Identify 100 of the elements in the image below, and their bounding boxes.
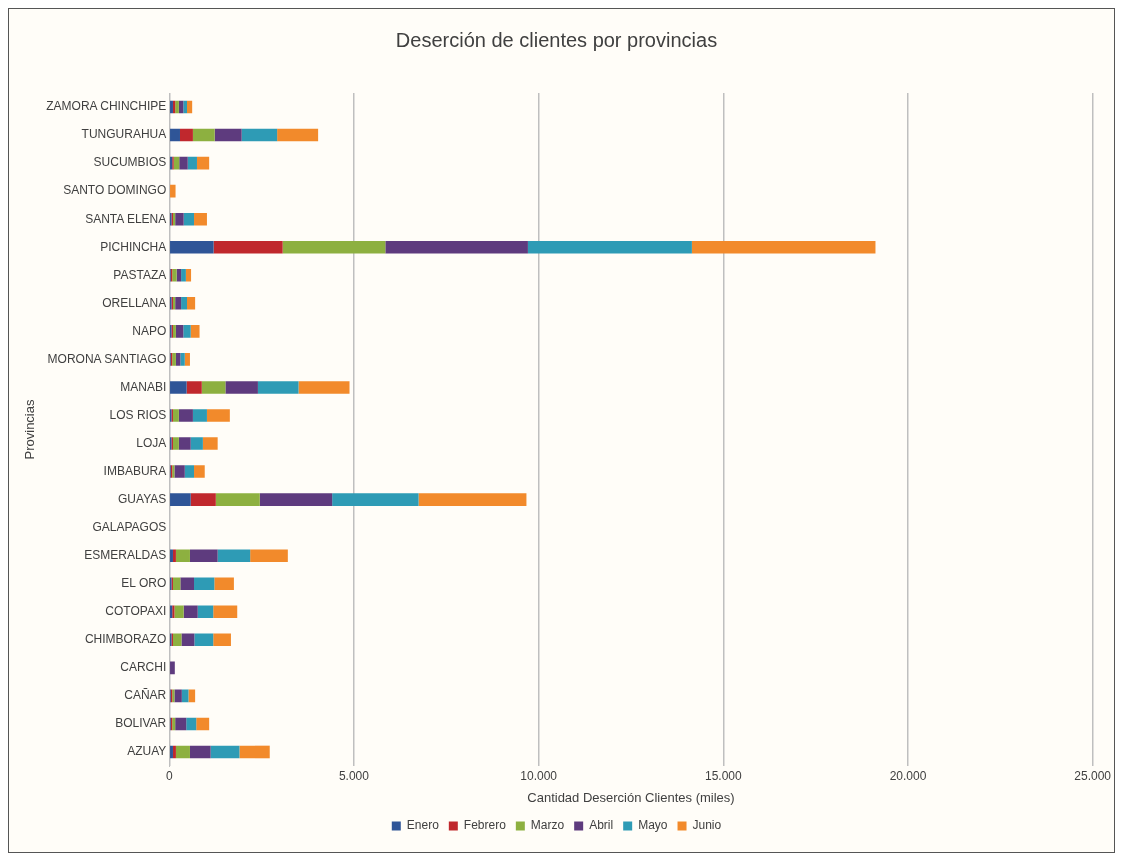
bar bbox=[184, 465, 195, 478]
y-tick-label: ESMERALDAS bbox=[84, 548, 167, 562]
x-axis-title: Cantidad Deserción Clientes (miles) bbox=[527, 789, 735, 805]
bar bbox=[181, 633, 195, 647]
legend-label: Enero bbox=[406, 818, 440, 833]
legend-label: Junio bbox=[692, 818, 722, 833]
bar bbox=[178, 437, 191, 450]
bar bbox=[277, 128, 319, 142]
y-tick-label: LOJA bbox=[136, 435, 167, 450]
bar bbox=[170, 128, 180, 142]
chart-title: Deserción de clientes por provincias bbox=[395, 28, 718, 51]
y-tick-label: ZAMORA CHINCHIPE bbox=[46, 99, 167, 114]
bar bbox=[178, 409, 193, 422]
bar bbox=[691, 240, 876, 254]
bar bbox=[188, 689, 196, 703]
legend-label: Febrero bbox=[463, 818, 507, 833]
bar bbox=[214, 128, 242, 142]
y-tick-label: TUNGURAHUA bbox=[81, 127, 167, 142]
bar bbox=[418, 493, 527, 506]
y-tick-label: EL ORO bbox=[121, 576, 167, 591]
y-tick-label: PICHINCHA bbox=[100, 239, 167, 254]
bar bbox=[213, 633, 231, 647]
bar bbox=[172, 577, 181, 591]
bar bbox=[181, 297, 187, 310]
bar bbox=[187, 297, 196, 310]
y-tick-label: CARCHI bbox=[120, 660, 167, 675]
bar bbox=[183, 325, 191, 338]
x-tick-label: 20.000 bbox=[889, 768, 927, 783]
y-tick-label: SUCUMBIOS bbox=[93, 155, 167, 170]
bar bbox=[196, 156, 210, 170]
bar bbox=[214, 577, 234, 591]
bar bbox=[332, 493, 419, 506]
bar bbox=[170, 240, 214, 254]
y-tick-label: MORONA SANTIAGO bbox=[47, 351, 167, 366]
legend-label: Mayo bbox=[638, 818, 668, 833]
x-tick-label: 10.000 bbox=[520, 768, 558, 783]
x-tick-label: 5.000 bbox=[338, 768, 370, 783]
bar bbox=[170, 493, 191, 506]
bar bbox=[179, 156, 188, 170]
bar bbox=[180, 577, 195, 591]
bar bbox=[185, 268, 192, 282]
y-tick-label: IMBABURA bbox=[103, 463, 167, 478]
y-tick-label: LOS RIOS bbox=[109, 407, 167, 422]
bar bbox=[176, 268, 182, 282]
bar bbox=[206, 409, 230, 422]
bar bbox=[213, 605, 238, 619]
bar bbox=[180, 353, 185, 366]
x-tick-label: 15.000 bbox=[704, 768, 742, 783]
bar bbox=[385, 240, 528, 254]
bar bbox=[175, 549, 190, 562]
x-tick-label: 0 bbox=[165, 768, 173, 783]
bar bbox=[213, 240, 283, 254]
bar bbox=[179, 128, 193, 142]
bar bbox=[174, 465, 185, 478]
bar bbox=[196, 717, 210, 731]
y-tick-label: ORELLANA bbox=[102, 295, 167, 310]
bar bbox=[241, 128, 278, 142]
y-tick-label: CAÑAR bbox=[124, 688, 167, 703]
bar bbox=[174, 605, 184, 619]
bar bbox=[184, 353, 190, 366]
bar bbox=[186, 717, 197, 731]
bar bbox=[194, 212, 207, 226]
y-tick-label: SANTO DOMINGO bbox=[63, 183, 167, 198]
bar bbox=[202, 437, 218, 450]
bar bbox=[190, 325, 200, 338]
bar bbox=[215, 493, 260, 506]
bar bbox=[194, 577, 215, 591]
bar bbox=[175, 212, 184, 226]
bar bbox=[175, 745, 190, 759]
bar bbox=[174, 689, 182, 703]
bar bbox=[183, 605, 198, 619]
bar bbox=[192, 128, 215, 142]
y-tick-label: BOLIVAR bbox=[115, 716, 167, 731]
bar bbox=[259, 493, 333, 506]
bar bbox=[170, 661, 175, 675]
bar bbox=[189, 745, 211, 759]
bar bbox=[190, 437, 203, 450]
bar bbox=[183, 212, 195, 226]
bar bbox=[197, 605, 214, 619]
bar bbox=[187, 100, 193, 114]
bar bbox=[194, 465, 205, 478]
y-tick-label: CHIMBORAZO bbox=[84, 632, 167, 647]
bar bbox=[225, 381, 258, 394]
bar bbox=[194, 633, 214, 647]
bar bbox=[175, 325, 184, 338]
y-tick-label: NAPO bbox=[132, 323, 167, 338]
bar bbox=[190, 493, 216, 506]
bar bbox=[189, 549, 218, 562]
bar bbox=[175, 717, 187, 731]
bar bbox=[186, 381, 202, 394]
bar bbox=[210, 745, 240, 759]
bar bbox=[192, 409, 207, 422]
y-tick-label: SANTA ELENA bbox=[85, 211, 167, 226]
bar bbox=[257, 381, 299, 394]
bar bbox=[239, 745, 270, 759]
bar bbox=[172, 409, 179, 422]
y-axis-title: Provincias bbox=[22, 399, 38, 460]
y-tick-label: GUAYAS bbox=[118, 491, 167, 506]
y-tick-label: AZUAY bbox=[127, 744, 167, 759]
bar bbox=[172, 633, 182, 647]
